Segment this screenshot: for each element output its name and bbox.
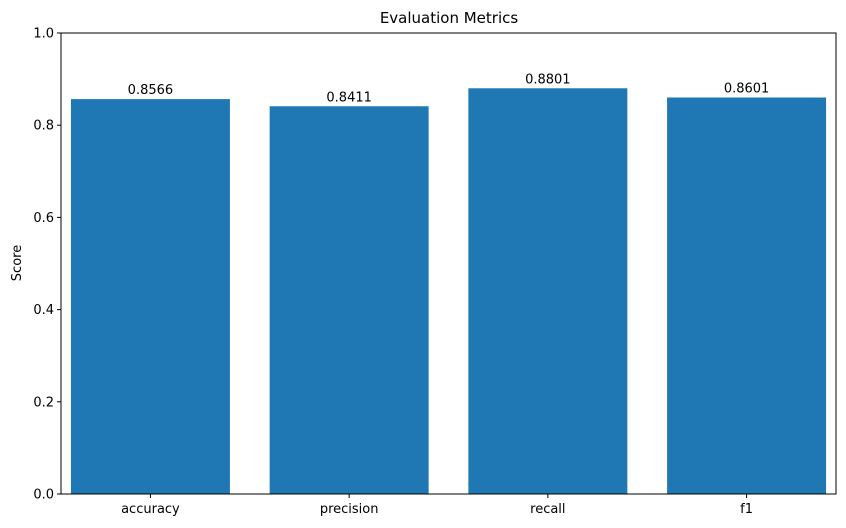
y-tick-label-2: 0.4 xyxy=(33,303,54,318)
plot-area-frame xyxy=(60,32,837,495)
data-label-precision: 0.8411 xyxy=(326,90,372,105)
data-label-recall: 0.8801 xyxy=(525,72,571,87)
bar-f1 xyxy=(667,97,827,494)
x-tick-label-f1: f1 xyxy=(740,502,753,517)
bar-recall xyxy=(468,88,628,495)
bars-group xyxy=(70,88,827,495)
x-tick-label-accuracy: accuracy xyxy=(121,502,180,517)
data-label-accuracy: 0.8566 xyxy=(128,83,174,98)
data-labels-group: 0.8566 0.8411 0.8801 0.8601 xyxy=(128,72,770,105)
x-tick-label-recall: recall xyxy=(530,502,565,517)
y-axis-ticks: 0.0 0.2 0.4 0.6 0.8 1.0 xyxy=(33,27,61,503)
y-tick-label-5: 1.0 xyxy=(33,27,54,42)
y-tick-label-4: 0.8 xyxy=(33,119,54,134)
y-tick-label-1: 0.2 xyxy=(33,395,54,410)
x-axis-ticks: accuracy precision recall f1 xyxy=(121,494,753,517)
x-tick-label-precision: precision xyxy=(320,502,379,517)
bar-accuracy xyxy=(70,99,230,495)
y-tick-label-3: 0.6 xyxy=(33,211,54,226)
chart-title: Evaluation Metrics xyxy=(380,9,519,27)
data-label-f1: 0.8601 xyxy=(724,81,770,96)
bar-precision xyxy=(269,106,429,494)
y-tick-label-0: 0.0 xyxy=(33,488,54,503)
y-axis-label: Score xyxy=(10,245,25,281)
